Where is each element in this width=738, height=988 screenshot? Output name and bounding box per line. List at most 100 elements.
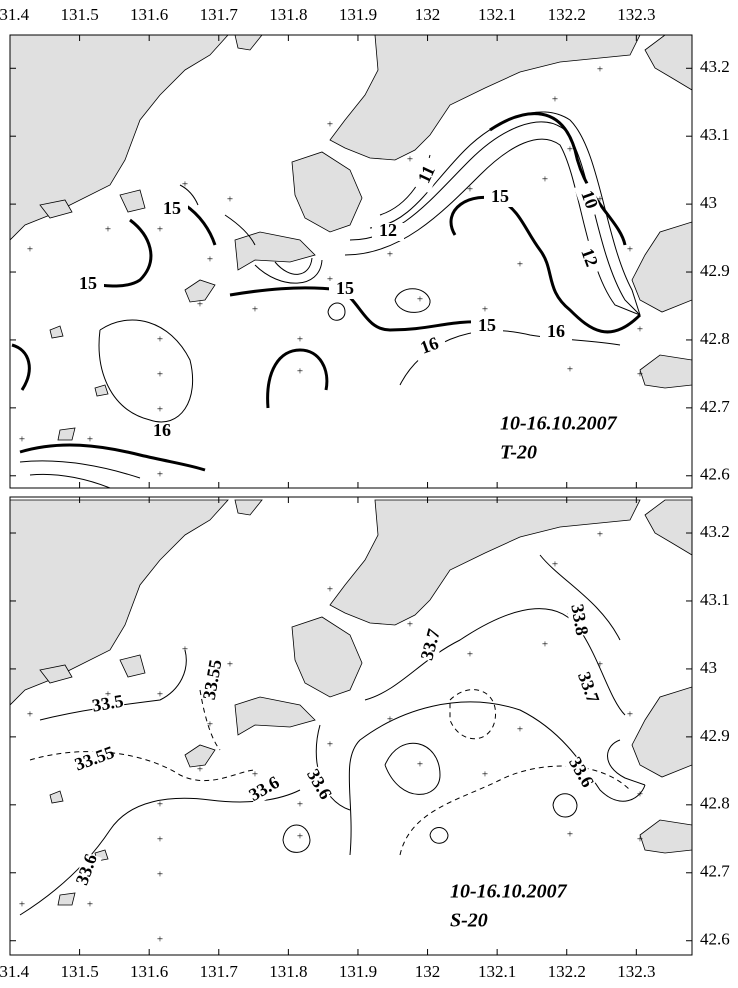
isohaline [399, 765, 631, 856]
station: + [252, 769, 258, 781]
label-bg [72, 276, 104, 294]
label-bg [146, 423, 178, 441]
isotherm [394, 288, 431, 313]
station: + [637, 324, 643, 336]
isotherm [98, 319, 194, 423]
isohaline [199, 689, 221, 751]
isohaline [384, 742, 441, 795]
isotherm [327, 302, 346, 321]
label-bg [419, 627, 445, 663]
label-bg [329, 281, 361, 299]
x-tick-label: 132.2 [548, 962, 586, 981]
y-tick-label: 42.8 [700, 794, 730, 813]
label-bg [484, 189, 516, 207]
label-bg [413, 156, 443, 194]
contour-label: 33.6 [71, 851, 101, 887]
isotherm [449, 195, 642, 334]
station: + [157, 369, 163, 381]
station: + [19, 434, 25, 446]
station: + [597, 659, 603, 671]
contour-label: 16 [417, 333, 441, 358]
station: + [87, 899, 93, 911]
isohaline [429, 827, 449, 844]
station: + [467, 184, 473, 196]
station: + [157, 799, 163, 811]
station: + [297, 799, 303, 811]
station: + [542, 639, 548, 651]
label-bg [573, 669, 601, 707]
station: + [327, 119, 333, 131]
station: + [157, 869, 163, 881]
x-tick-label: 131.9 [339, 962, 377, 981]
label-bg [90, 693, 126, 717]
x-tick-label: 131.5 [60, 5, 98, 24]
label-bg [372, 223, 404, 241]
y-tick-label: 43.2 [700, 57, 730, 76]
station: + [567, 829, 573, 841]
station: + [407, 154, 413, 166]
label-bg [471, 318, 503, 336]
panel-date: 10-16.10.2007 [450, 881, 568, 903]
station: + [387, 249, 393, 261]
isohaline [539, 554, 621, 641]
isotherm [184, 203, 217, 246]
station: + [542, 174, 548, 186]
isotherm [369, 111, 641, 316]
station: + [157, 404, 163, 416]
station: + [157, 934, 163, 946]
label-bg [411, 333, 449, 361]
station: + [27, 709, 33, 721]
station: + [252, 304, 258, 316]
frame [9, 34, 693, 489]
station: + [297, 831, 303, 843]
station: + [105, 689, 111, 701]
y-tick-label: 42.6 [700, 465, 730, 484]
isotherm [254, 257, 323, 284]
x-tick-label: 131.5 [60, 962, 98, 981]
station: + [157, 689, 163, 701]
y-tick-label: 42.7 [700, 862, 730, 881]
contour-label: 15 [79, 273, 97, 293]
x-tick-label: 132.3 [617, 962, 655, 981]
x-tick-label: 131.6 [130, 5, 168, 24]
label-bg [74, 851, 102, 889]
y-tick-label: 42.9 [700, 261, 730, 280]
station: + [297, 334, 303, 346]
label-bg [566, 602, 590, 638]
station: + [467, 649, 473, 661]
contour-label: 15 [163, 198, 181, 218]
panel-label: T-20 [500, 442, 537, 464]
station: + [517, 259, 523, 271]
contour-label: 15 [478, 315, 496, 335]
x-tick-label: 131.4 [0, 962, 30, 981]
station: + [157, 469, 163, 481]
x-tick-label: 131.8 [269, 5, 307, 24]
station: + [87, 434, 93, 446]
contour-label: 10 [577, 187, 602, 211]
station: + [27, 244, 33, 256]
station: + [482, 769, 488, 781]
x-tick-label: 132.2 [548, 5, 586, 24]
y-tick-label: 42.9 [700, 726, 730, 745]
contour-label: 12 [379, 220, 397, 240]
isohaline [348, 701, 646, 856]
isohaline [39, 649, 187, 721]
label-bg [574, 181, 602, 219]
station: + [157, 224, 163, 236]
x-tick-label: 132.3 [617, 5, 655, 24]
label-bg [302, 766, 334, 804]
coastline [10, 35, 692, 441]
station: + [105, 224, 111, 236]
station: + [517, 724, 523, 736]
station: + [207, 254, 213, 266]
isotherm [489, 112, 627, 246]
label-bg [564, 754, 596, 792]
isohaline [552, 793, 578, 818]
station: + [597, 529, 603, 541]
y-tick-label: 43 [700, 193, 717, 212]
panel-label: S-20 [450, 910, 488, 932]
isotherm [266, 348, 329, 409]
x-tick-label: 131.7 [200, 5, 239, 24]
contour-label: 16 [153, 420, 171, 440]
